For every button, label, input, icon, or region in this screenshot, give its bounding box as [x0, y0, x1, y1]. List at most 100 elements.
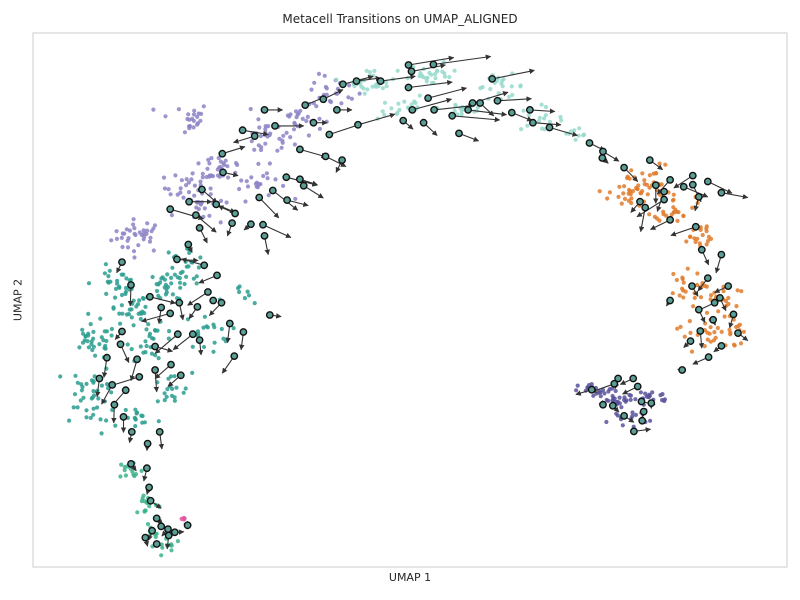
cell-point [78, 398, 83, 403]
cell-point [539, 102, 544, 107]
metacell-point [183, 521, 192, 530]
cell-point [113, 286, 119, 291]
cell-point [629, 168, 634, 173]
cell-point [382, 100, 388, 105]
cell-point [182, 281, 187, 287]
metacell-point [688, 180, 697, 189]
metacell-point [666, 215, 674, 224]
cell-point [335, 86, 340, 91]
cell-point [642, 178, 647, 183]
metacell-point [143, 439, 152, 448]
cell-point [647, 173, 653, 178]
cell-point [163, 114, 168, 119]
cell-point [312, 80, 317, 85]
metacell-point [145, 292, 154, 301]
metacell-point [493, 96, 502, 105]
metacell-point [195, 223, 204, 232]
cell-point [292, 121, 297, 126]
cell-point [607, 190, 613, 195]
cell-point [256, 117, 261, 122]
transition-arrow [707, 181, 733, 194]
cell-point [114, 236, 119, 241]
x-axis-label: UMAP 1 [388, 571, 432, 584]
metacell-point [295, 145, 304, 154]
cell-point [624, 398, 629, 403]
cell-point [689, 349, 695, 354]
metacell-point [119, 412, 128, 421]
metacell-point [200, 261, 209, 270]
cell-point [146, 322, 151, 327]
cell-point [172, 374, 177, 379]
cell-point [165, 284, 171, 290]
cell-point [166, 187, 171, 192]
metacell-point [338, 156, 346, 165]
cell-point [77, 345, 82, 350]
cell-point [98, 417, 103, 422]
cell-point [89, 396, 94, 401]
cell-point [104, 382, 110, 387]
metacell-point [127, 427, 136, 436]
cell-point [682, 334, 687, 339]
cell-point [182, 130, 187, 135]
cell-point [600, 387, 606, 393]
cell-point [268, 131, 273, 136]
cell-point [248, 106, 253, 112]
cell-point [186, 180, 191, 185]
cell-point [698, 295, 704, 300]
cell-point [219, 326, 224, 332]
cell-point [715, 325, 721, 331]
cell-point [324, 86, 329, 91]
metacell-point [218, 149, 227, 158]
cell-point [145, 221, 150, 226]
cell-point [704, 224, 709, 229]
metacell-point [250, 132, 259, 141]
metacell-point [620, 163, 628, 172]
cell-point [380, 86, 385, 91]
cell-point [459, 108, 464, 113]
cell-point [257, 125, 262, 130]
cell-point [735, 288, 740, 293]
cell-point [194, 274, 199, 279]
transition-arrow [468, 109, 508, 117]
cell-point [692, 295, 697, 300]
cell-point [138, 316, 143, 322]
cell-point [135, 410, 140, 415]
metacell-point [217, 298, 226, 307]
cell-point [148, 235, 153, 240]
cell-point [129, 347, 134, 352]
metacell-point [688, 171, 697, 180]
cell-point [119, 462, 124, 467]
cell-point [90, 347, 95, 353]
cell-point [84, 408, 89, 413]
cell-point [261, 173, 266, 179]
metacell-point [167, 360, 175, 369]
transition-arrow [408, 79, 453, 89]
metacell-point [724, 282, 733, 290]
cell-point [254, 180, 260, 185]
cell-point [169, 548, 174, 553]
cell-point [374, 84, 379, 89]
cell-point [168, 374, 174, 379]
cell-point [478, 86, 483, 91]
cell-point [452, 68, 457, 73]
cell-point [617, 395, 622, 400]
metacell-point [697, 245, 706, 254]
cell-point [115, 281, 120, 286]
cell-point [741, 329, 747, 334]
cell-point [298, 108, 303, 113]
cell-point [143, 508, 148, 513]
cell-point [582, 132, 587, 137]
cell-point [334, 77, 339, 82]
cell-point [245, 184, 251, 189]
metacell-point [166, 205, 175, 214]
cell-point [155, 328, 160, 333]
cell-point [635, 186, 640, 192]
cell-point [201, 104, 206, 109]
cell-point [413, 100, 418, 105]
cell-point [370, 84, 375, 89]
metacell-point [703, 177, 712, 186]
cell-point [123, 285, 129, 291]
cell-point [397, 107, 402, 112]
metacell-point [507, 108, 516, 117]
metacell-point [404, 61, 413, 69]
